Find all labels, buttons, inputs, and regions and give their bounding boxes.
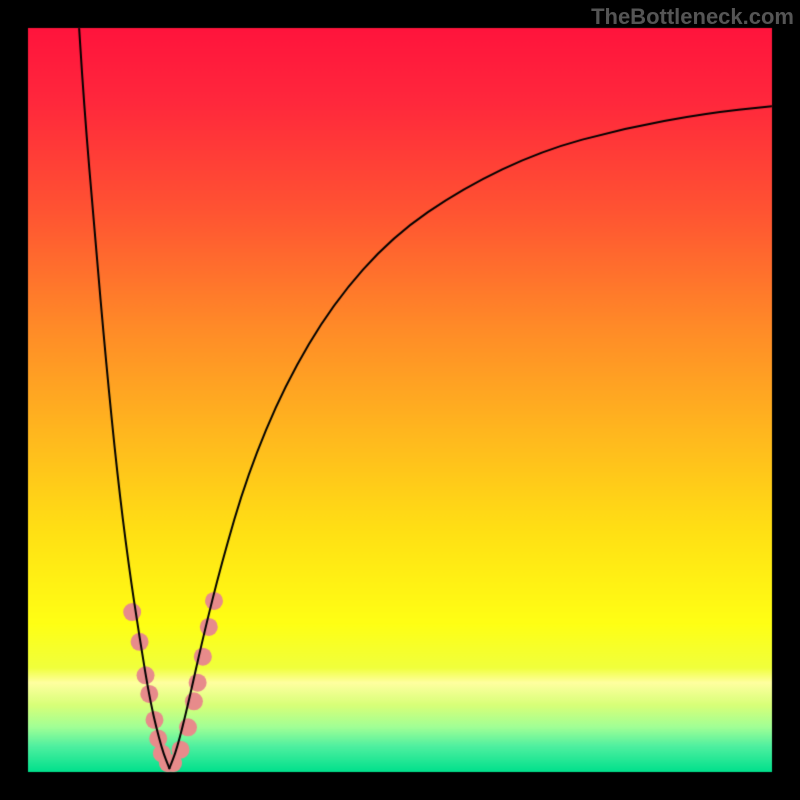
bottleneck-curve-canvas bbox=[0, 0, 800, 800]
chart-root: TheBottleneck.com bbox=[0, 0, 800, 800]
